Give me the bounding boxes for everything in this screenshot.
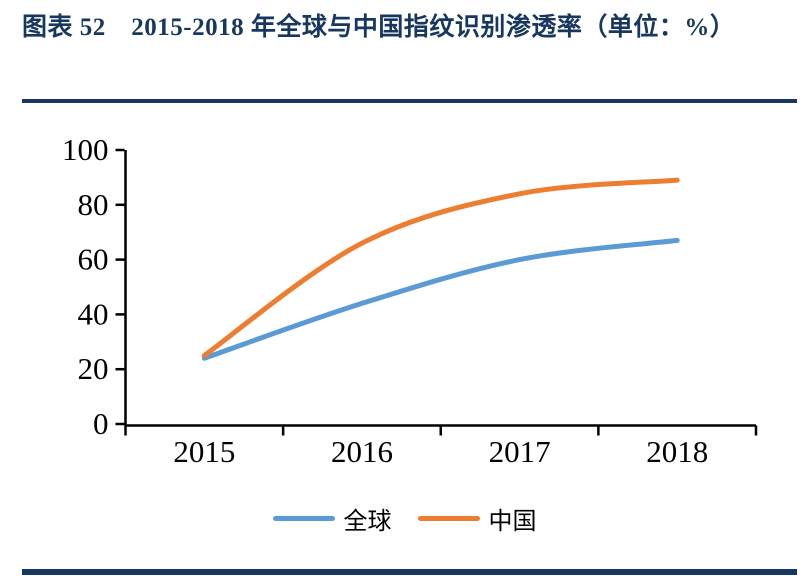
x-tick-label: 2018 (646, 434, 708, 469)
legend-swatch-global (272, 516, 335, 521)
x-tick-label: 2016 (331, 434, 393, 469)
title-separator (22, 99, 797, 103)
legend-item-global: 全球 (272, 501, 392, 536)
y-tick-label: 80 (78, 187, 109, 222)
y-tick-label: 40 (78, 296, 109, 331)
y-tick-label: 100 (62, 132, 109, 167)
legend-swatch-china (417, 516, 480, 521)
series-line-global (201, 237, 680, 361)
legend-item-china: 中国 (417, 501, 537, 536)
chart-title: 图表 52 2015-2018 年全球与中国指纹识别渗透率（单位：%） (22, 14, 736, 41)
series-line-china (201, 177, 680, 358)
y-tick-label: 60 (78, 242, 109, 277)
x-tick-label: 2017 (489, 434, 551, 469)
footer-bar (22, 569, 797, 575)
y-tick-label: 0 (93, 406, 109, 441)
chart-legend: 全球 中国 (0, 501, 809, 536)
y-tick-label: 20 (78, 351, 109, 386)
legend-label-global: 全球 (343, 509, 392, 535)
x-tick-label: 2015 (173, 434, 235, 469)
legend-label-china: 中国 (488, 509, 537, 535)
